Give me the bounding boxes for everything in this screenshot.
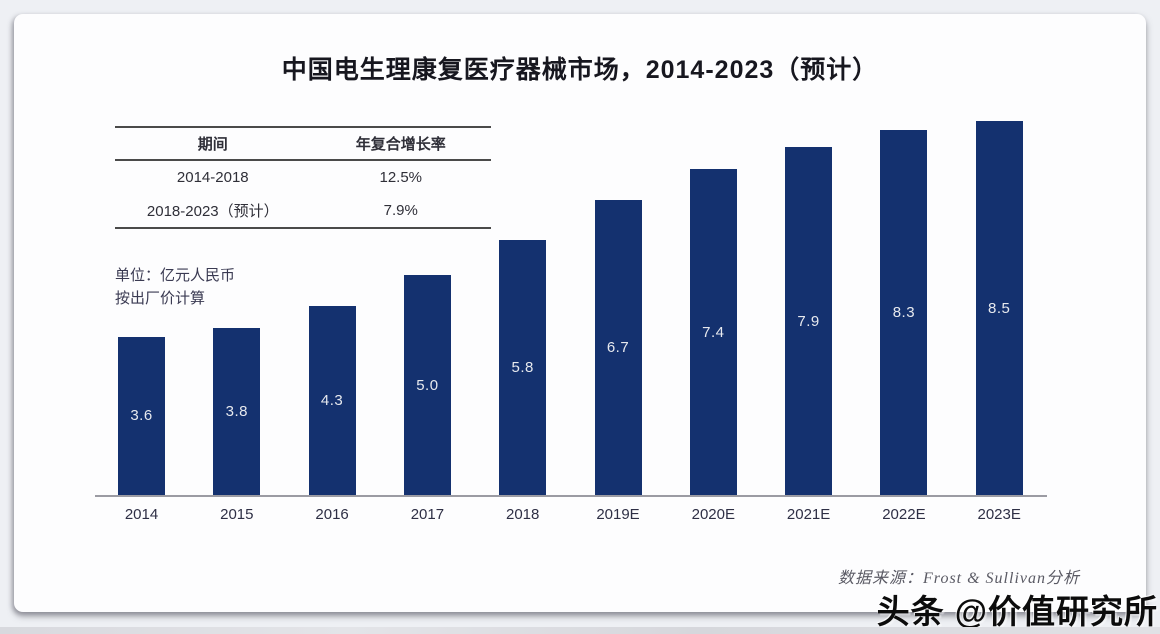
x-axis-label-2018: 2018	[506, 506, 540, 523]
chart-card: 中国电生理康复医疗器械市场，2014-2023（预计） 期间 年复合增长率 20…	[14, 14, 1146, 612]
cagr-period-1: 2014-2018	[176, 169, 249, 186]
bar-value-label: 3.8	[225, 402, 248, 420]
bar-value-label: 7.4	[702, 323, 725, 341]
cagr-table-header-row: 期间 年复合增长率	[115, 126, 491, 161]
x-axis-label-2023E: 2023E	[977, 506, 1021, 523]
bar-2018: 5.8	[499, 239, 547, 495]
bar-2020E: 7.4	[689, 169, 737, 495]
bar-2022E: 8.3	[880, 129, 928, 495]
bar-value-label: 5.0	[416, 376, 439, 394]
bar-2014: 3.6	[118, 336, 165, 495]
x-axis-label-2014: 2014	[124, 506, 159, 523]
bar-value-label: 7.9	[797, 312, 820, 330]
unit-note-line1: 单位：亿元人民币	[115, 267, 236, 284]
x-axis-label-2020E: 2020E	[691, 506, 735, 523]
x-axis-label-2019E: 2019E	[596, 506, 640, 523]
bar-value-label: 6.7	[606, 339, 630, 357]
unit-note: 单位：亿元人民币 按出厂价计算	[115, 264, 235, 310]
chart-title: 中国电生理康复医疗器械市场，2014-2023（预计）	[281, 56, 879, 84]
bar-value-label: 8.5	[988, 299, 1011, 317]
bar-value-label: 8.3	[892, 303, 916, 321]
bar-value-label: 4.3	[320, 391, 344, 409]
cagr-table-header-period: 期间	[115, 126, 311, 161]
bar-2023E: 8.5	[975, 121, 1023, 495]
bar-2016: 4.3	[308, 305, 356, 495]
bar-value-label: 3.6	[130, 407, 153, 425]
bar-2015: 3.8	[213, 327, 261, 495]
x-axis-label-2017: 2017	[410, 506, 445, 523]
table-row: 2018-2023（预计） 7.9%	[115, 194, 491, 229]
x-axis-label-2021E: 2021E	[786, 506, 831, 523]
x-axis-line	[95, 495, 1047, 497]
bar-2017: 5.0	[403, 275, 451, 495]
watermark: 头条 @价值研究所	[876, 593, 1158, 630]
table-row: 2014-2018 12.5%	[115, 160, 491, 194]
source-note: 数据来源：Frost & Sullivan分析	[838, 570, 1080, 587]
x-axis-label-2022E: 2022E	[882, 506, 926, 523]
cagr-table-header-cagr: 年复合增长率	[310, 126, 491, 161]
cagr-period-2: 2018-2023（预计）	[115, 194, 311, 229]
cagr-table: 期间 年复合增长率 2014-2018 12.5% 2018-2023（预计） …	[115, 126, 491, 229]
x-axis-label-2016: 2016	[315, 506, 349, 523]
unit-note-line2: 按出厂价计算	[115, 290, 206, 307]
bar-value-label: 5.8	[511, 358, 534, 376]
bar-2019E: 6.7	[594, 200, 642, 495]
cagr-value-1: 12.5%	[379, 169, 423, 186]
cagr-value-2: 7.9%	[310, 194, 491, 229]
x-axis-label-2015: 2015	[220, 506, 254, 523]
bottom-strip	[0, 627, 1160, 634]
bar-2021E: 7.9	[785, 147, 833, 495]
